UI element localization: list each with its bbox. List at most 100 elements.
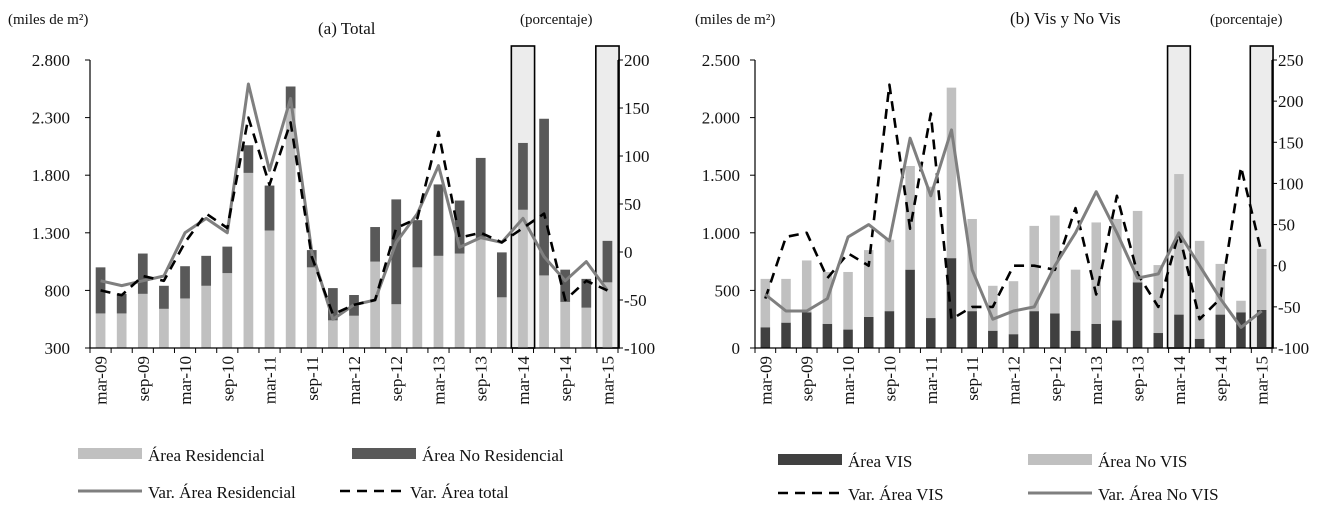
bar-segment-no-vis <box>1174 174 1184 315</box>
bar-segment-no-vis <box>801 260 812 313</box>
bar-segment-no-residencial <box>391 199 402 305</box>
y-right-tick-label: 100 <box>624 147 650 166</box>
legend-label: Área Residencial <box>148 446 265 465</box>
bar-segment-vis <box>760 327 771 348</box>
bar-segment-residencial <box>137 293 148 348</box>
bar-segment-vis <box>1256 309 1267 348</box>
bar-segment-no-vis <box>1091 222 1101 324</box>
x-tick-label: mar-10 <box>176 356 195 405</box>
bar-segment-vis <box>1174 314 1184 348</box>
bar-segment-residencial <box>496 297 507 348</box>
bar-segment-vis <box>1132 282 1143 348</box>
bar-segment-vis <box>1070 330 1081 348</box>
bar-segment-no-residencial <box>159 285 169 309</box>
bar-segment-residencial <box>370 261 380 348</box>
bar-segment-residencial <box>306 267 317 348</box>
bar-segment-no-vis <box>1236 300 1246 313</box>
bar-segment-vis <box>863 316 874 348</box>
bar-segment-no-vis <box>905 165 915 270</box>
y-left-tick-label: 1.500 <box>702 166 740 185</box>
bar-segment-residencial <box>412 267 423 348</box>
bar-segment-vis <box>801 312 812 348</box>
bar-segment-residencial <box>602 282 613 348</box>
x-tick-label: mar-15 <box>598 356 617 405</box>
y-right-tick-label: -50 <box>1278 298 1301 317</box>
legend-swatch <box>778 454 842 465</box>
x-tick-label: mar-10 <box>839 356 858 405</box>
bar-segment-vis <box>1112 320 1122 348</box>
bar-segment-no-residencial <box>581 278 592 308</box>
left-unit-label: (miles de m²) <box>8 12 88 28</box>
y-left-tick-label: 2.800 <box>32 51 70 70</box>
x-tick-label: mar-13 <box>1087 356 1106 405</box>
x-tick-label: sep-12 <box>387 356 406 401</box>
legend-label: Var. Área VIS <box>848 485 944 504</box>
bar-segment-no-residencial <box>433 184 444 256</box>
bar-segment-no-residencial <box>180 266 190 299</box>
bar-segment-vis <box>1194 338 1205 348</box>
bar-segment-residencial <box>159 308 169 348</box>
x-tick-label: mar-14 <box>514 356 533 405</box>
bar-segment-vis <box>905 269 915 348</box>
y-left-tick-label: 0 <box>732 339 741 358</box>
bar-segment-vis <box>1050 313 1060 348</box>
bar-segment-residencial <box>222 273 233 348</box>
x-tick-label: sep-11 <box>303 356 322 401</box>
bar-segment-no-vis <box>884 239 895 312</box>
y-right-tick-label: 50 <box>1278 216 1295 235</box>
bar-segment-residencial <box>475 238 486 348</box>
bar-segment-residencial <box>454 253 465 348</box>
bar-segment-no-vis <box>843 271 853 330</box>
bar-segment-no-vis <box>1112 218 1122 321</box>
x-tick-label: sep-09 <box>798 356 817 401</box>
bar-segment-vis <box>1091 323 1101 348</box>
bar-segment-no-vis <box>1070 269 1081 331</box>
x-tick-label: sep-13 <box>472 356 491 401</box>
x-tick-label: mar-09 <box>756 356 775 405</box>
legend-label: Área No VIS <box>1098 452 1187 471</box>
bar-segment-residencial <box>201 285 212 348</box>
legend-label: Área VIS <box>848 452 912 471</box>
bar-segment-no-residencial <box>370 227 380 262</box>
bar-segment-residencial <box>243 172 254 348</box>
bar-segment-vis <box>946 258 957 348</box>
x-tick-label: mar-14 <box>1170 356 1189 405</box>
x-tick-label: sep-13 <box>1129 356 1148 401</box>
bar-segment-vis <box>1029 311 1039 348</box>
y-left-tick-label: 300 <box>45 339 71 358</box>
y-right-tick-label: -50 <box>624 291 647 310</box>
legend-label: Área No Residencial <box>422 446 564 465</box>
chart-panel-1 <box>750 45 1277 495</box>
y-left-tick-label: 800 <box>45 281 71 300</box>
bar-segment-residencial <box>328 320 338 348</box>
bar-segment-vis <box>988 330 998 348</box>
bar-segment-vis <box>926 318 936 348</box>
legend-swatch <box>1028 454 1092 465</box>
bar-segment-no-vis <box>926 186 936 319</box>
y-right-tick-label: 0 <box>624 243 633 262</box>
legend-swatch <box>78 448 142 459</box>
bar-segment-vis <box>967 311 977 348</box>
bar-segment-residencial <box>180 298 190 348</box>
chart-title: (b) Vis y No Vis <box>1010 9 1121 28</box>
x-tick-label: sep-09 <box>134 356 153 401</box>
bar-segment-no-residencial <box>243 145 254 173</box>
x-tick-label: sep-11 <box>963 356 982 401</box>
x-tick-label: sep-10 <box>880 356 899 401</box>
bar-segment-residencial <box>433 255 444 348</box>
x-tick-label: mar-11 <box>261 356 280 404</box>
x-tick-label: sep-10 <box>218 356 237 401</box>
y-left-tick-label: 1.000 <box>702 224 740 243</box>
legend-swatch <box>352 448 416 459</box>
x-tick-label: sep-12 <box>1046 356 1065 401</box>
y-right-tick-label: 150 <box>624 99 650 118</box>
chart-title: (a) Total <box>318 19 376 38</box>
bar-segment-vis <box>1215 314 1226 348</box>
bar-segment-no-residencial <box>264 185 275 231</box>
bar-segment-no-residencial <box>560 269 571 302</box>
x-tick-label: mar-11 <box>922 356 941 404</box>
bar-segment-no-vis <box>1008 281 1019 335</box>
y-right-tick-label: -100 <box>1278 339 1309 358</box>
bar-segment-no-vis <box>988 285 998 331</box>
